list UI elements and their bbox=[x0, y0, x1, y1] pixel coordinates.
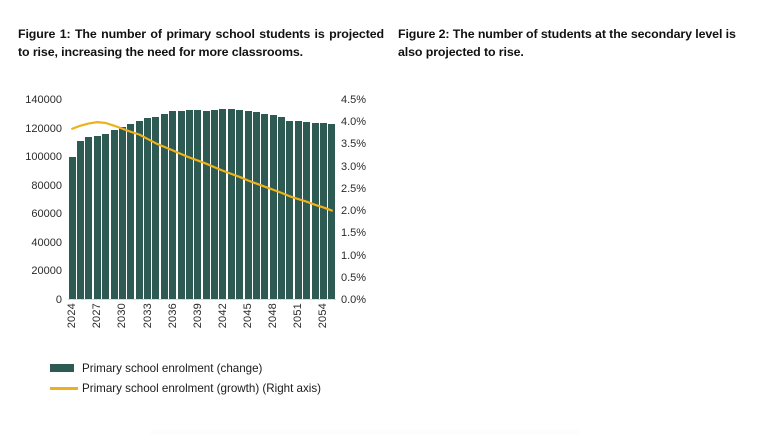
bar bbox=[319, 123, 327, 299]
x-axis-tick-label: 2024 bbox=[66, 303, 79, 329]
bar bbox=[185, 109, 193, 299]
bar bbox=[261, 113, 269, 299]
y-axis-tick-label: 140000 bbox=[25, 94, 62, 106]
bar bbox=[311, 122, 319, 299]
bar bbox=[211, 109, 219, 299]
secondary-y-axis-tick-label: 1.5% bbox=[341, 227, 367, 240]
y-axis-tick-label: 100000 bbox=[25, 151, 62, 164]
secondary-y-axis-tick-label: 3.0% bbox=[341, 160, 367, 173]
line-swatch-icon bbox=[50, 386, 78, 390]
x-axis-tick-label: 2048 bbox=[267, 303, 280, 329]
x-axis-tick-label: 2027 bbox=[91, 303, 104, 329]
secondary-y-axis-tick-label: 0.0% bbox=[341, 294, 367, 306]
secondary-y-axis-tick-label: 3.5% bbox=[341, 138, 367, 151]
bar bbox=[85, 136, 93, 299]
bar bbox=[177, 110, 185, 299]
y-axis-tick-label: 40000 bbox=[31, 236, 62, 249]
secondary-y-axis-tick-label: 0.5% bbox=[341, 271, 367, 284]
y-axis-tick-label: 60000 bbox=[31, 208, 62, 221]
figure-1-left-axis: 0 20000 40000 60000 80000 100000 120000 140000 bbox=[14, 94, 66, 306]
x-axis-tick-label: 2033 bbox=[141, 303, 154, 329]
secondary-y-axis-tick-label: 2.5% bbox=[341, 182, 367, 195]
bar bbox=[160, 114, 168, 299]
bar bbox=[227, 109, 235, 299]
bar bbox=[169, 111, 177, 299]
figure-2-title: Figure 2: The number of students at the … bbox=[398, 27, 736, 59]
bar bbox=[286, 120, 294, 299]
x-axis-tick-label: 2054 bbox=[317, 303, 330, 329]
x-axis-tick-label: 2051 bbox=[292, 303, 305, 329]
bar bbox=[278, 117, 286, 299]
bar bbox=[144, 118, 152, 299]
bar bbox=[118, 127, 126, 299]
x-axis-tick-label: 2030 bbox=[116, 303, 129, 329]
bar bbox=[328, 124, 336, 299]
bar bbox=[202, 110, 210, 299]
bar bbox=[219, 109, 227, 299]
figure-1-legend-bars-label: Primary school enrolment (change) bbox=[82, 361, 263, 375]
bar bbox=[110, 129, 118, 299]
bar bbox=[93, 135, 101, 299]
bar bbox=[303, 122, 311, 299]
figure-1-title: Figure 1: The number of primary school s… bbox=[18, 27, 384, 59]
page-bottom-artifact bbox=[150, 430, 580, 435]
bar-swatch-icon bbox=[50, 364, 74, 372]
figure-1-panel: Figure 1: The number of primary school s… bbox=[14, 27, 384, 398]
bar bbox=[102, 134, 110, 299]
secondary-y-axis-tick-label: 4.5% bbox=[341, 94, 367, 106]
bar bbox=[135, 121, 143, 299]
figure-1-legend-line-label: Primary school enrolment (growth) (Right… bbox=[82, 381, 322, 395]
bar bbox=[236, 109, 244, 299]
figure-1-chart: 0 20000 40000 60000 80000 100000 120000 140000 … bbox=[14, 94, 378, 328]
secondary-y-axis-tick-label: 4.0% bbox=[341, 116, 367, 129]
x-axis-tick-label: 2042 bbox=[216, 303, 229, 329]
bar bbox=[294, 121, 302, 299]
bar bbox=[194, 109, 202, 299]
figure-1-legend-line: Primary school enrolment (growth) (Right… bbox=[50, 378, 321, 398]
x-axis-tick-label: 2036 bbox=[166, 303, 179, 329]
figure-1-legend: Primary school enrolment (change) Primar… bbox=[50, 358, 321, 398]
bar bbox=[127, 124, 135, 299]
x-axis-tick-label: 2039 bbox=[191, 303, 204, 329]
bar bbox=[269, 114, 277, 299]
figure-2-panel: Figure 2: The number of students at the … bbox=[390, 0, 780, 439]
secondary-y-axis-tick-label: 2.0% bbox=[341, 205, 367, 218]
x-axis-tick-label: 2045 bbox=[242, 303, 255, 329]
bar bbox=[152, 117, 160, 299]
bar bbox=[68, 156, 76, 299]
figure-1-plot-area: 2024 2027 2030 2033 2036 2039 2042 2045 2048 2051… bbox=[66, 100, 336, 328]
figure-1-right-axis: 0.0% 0.5% 1.0% 1.5% 2.0% 2.5% 3.0% 3.5% 4.0% 4.5% bbox=[338, 94, 378, 306]
y-axis-tick-label: 80000 bbox=[31, 179, 62, 192]
y-axis-tick-label: 120000 bbox=[25, 122, 62, 135]
y-axis-tick-label: 20000 bbox=[31, 265, 62, 278]
bar bbox=[244, 110, 252, 299]
figure-1-bar-series bbox=[68, 100, 336, 299]
figure-1-legend-bars: Primary school enrolment (change) bbox=[50, 358, 321, 378]
bar bbox=[252, 112, 260, 299]
bar bbox=[77, 141, 85, 299]
secondary-y-axis-tick-label: 1.0% bbox=[341, 249, 367, 262]
y-axis-tick-label: 0 bbox=[55, 294, 62, 306]
